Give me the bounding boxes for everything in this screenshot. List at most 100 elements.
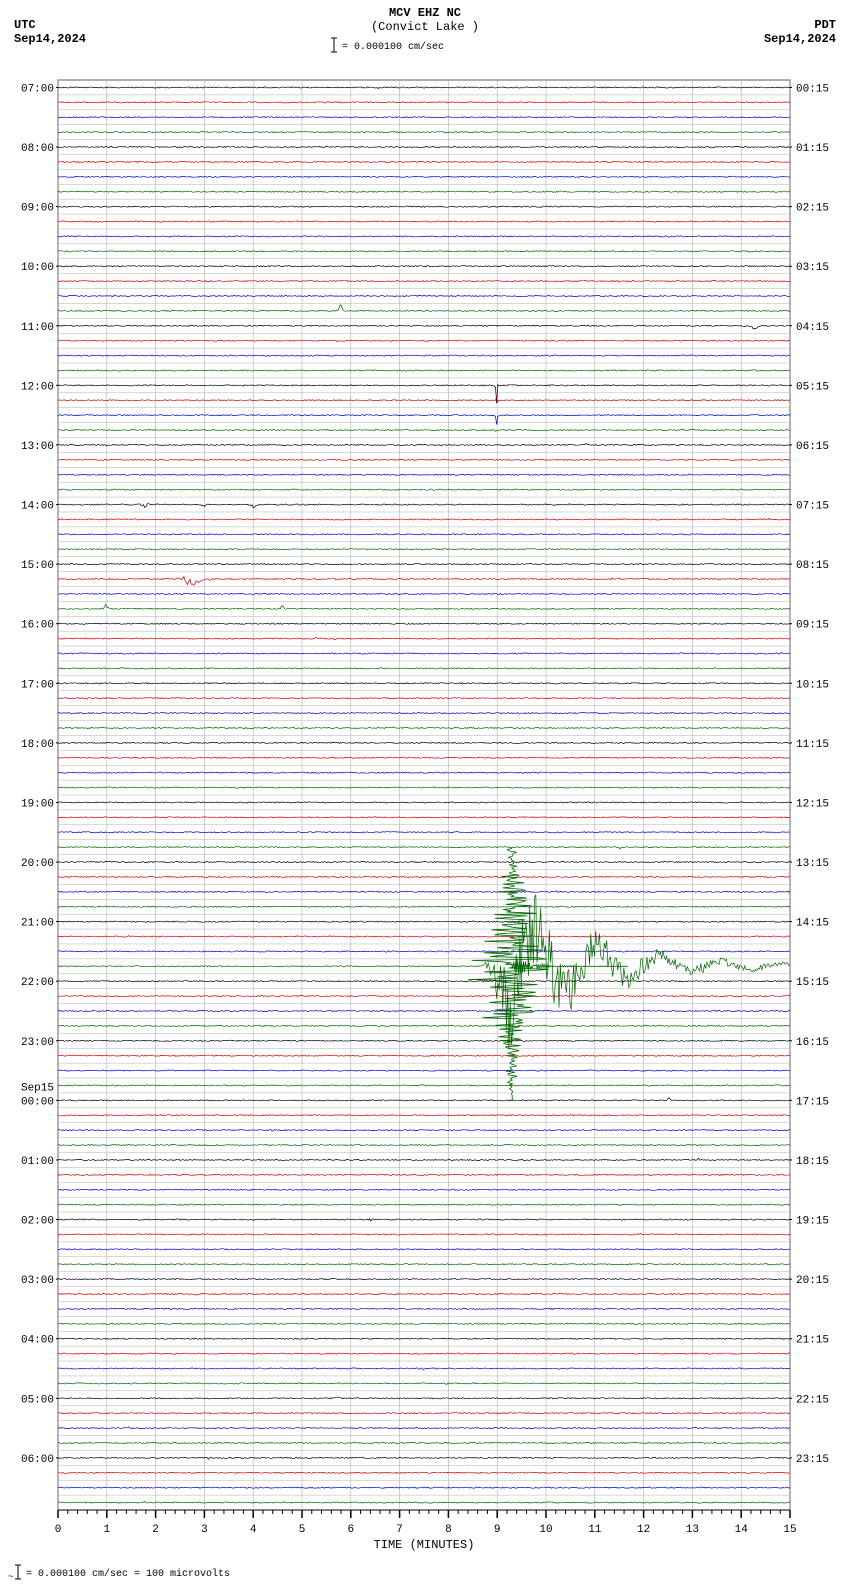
seismic-trace <box>58 861 790 862</box>
x-tick-label: 1 <box>103 1524 110 1536</box>
seismic-trace <box>58 459 790 460</box>
y-left-label: 17:00 <box>21 679 54 691</box>
x-tick-label: 6 <box>347 1524 354 1536</box>
y-left-label: 04:00 <box>21 1335 54 1347</box>
seismic-trace <box>58 1249 790 1250</box>
seismic-trace <box>58 1204 790 1205</box>
y-right-label: 07:15 <box>796 501 829 513</box>
y-left-label: 12:00 <box>21 381 54 393</box>
seismic-trace <box>58 1383 790 1385</box>
y-left-label: 01:00 <box>21 1156 54 1168</box>
seismic-trace <box>58 281 790 283</box>
seismic-trace <box>58 102 790 103</box>
y-left-label: 02:00 <box>21 1216 54 1228</box>
seismic-trace <box>58 847 790 849</box>
y-right-label: 05:15 <box>796 381 829 393</box>
y-right-label: 19:15 <box>796 1216 829 1228</box>
seismic-trace <box>58 1085 790 1086</box>
seismic-trace <box>58 146 790 147</box>
y-left-label: 08:00 <box>21 143 54 155</box>
seismic-trace <box>58 683 790 684</box>
seismic-trace <box>58 593 790 594</box>
seismic-trace <box>58 637 790 639</box>
y-left-label: 09:00 <box>21 203 54 215</box>
y-left-label: 03:00 <box>21 1275 54 1287</box>
x-tick-label: 12 <box>637 1524 650 1536</box>
y-left-label: 15:00 <box>21 560 54 572</box>
x-tick-label: 14 <box>735 1524 749 1536</box>
y-right-label: 03:15 <box>796 262 829 274</box>
seismic-trace <box>58 340 790 341</box>
seismic-trace <box>58 1472 790 1473</box>
seismic-trace <box>58 906 790 907</box>
seismic-trace <box>58 1501 790 1503</box>
seismic-trace <box>58 951 790 952</box>
seismic-trace <box>58 117 790 118</box>
seismic-trace <box>58 1040 790 1041</box>
x-axis-label: TIME (MINUTES) <box>374 1538 475 1552</box>
y-left-label: 06:00 <box>21 1454 54 1466</box>
y-right-label: 14:15 <box>796 918 829 930</box>
seismic-trace <box>58 936 790 938</box>
seismic-trace <box>58 1457 790 1459</box>
seismic-trace <box>58 1010 790 1011</box>
seismic-trace <box>58 713 790 714</box>
date-left: Sep14,2024 <box>14 32 86 46</box>
x-tick-label: 2 <box>152 1524 159 1536</box>
seismic-trace <box>58 1368 790 1370</box>
seismic-trace <box>58 132 790 133</box>
seismic-trace <box>58 1293 790 1295</box>
seismic-trace <box>58 817 790 818</box>
seismic-trace <box>58 1353 790 1354</box>
seismic-trace <box>58 1413 790 1414</box>
seismic-trace <box>58 1145 790 1146</box>
footer-scale: = 0.000100 cm/sec = 100 microvolts <box>26 1568 230 1580</box>
y-right-label: 16:15 <box>796 1037 829 1049</box>
seismic-trace <box>58 1189 790 1190</box>
seismic-trace <box>58 191 790 192</box>
y-right-label: 00:15 <box>796 83 829 95</box>
y-right-label: 13:15 <box>796 858 829 870</box>
tz-left: UTC <box>14 18 36 32</box>
y-left-label: 05:00 <box>21 1394 54 1406</box>
x-tick-label: 0 <box>55 1524 62 1536</box>
scale-text: = 0.000100 cm/sec <box>342 41 444 53</box>
seismic-trace <box>58 87 790 89</box>
y-left-label: 13:00 <box>21 441 54 453</box>
seismic-trace <box>58 397 790 402</box>
date-prefix: Sep15 <box>21 1082 54 1094</box>
y-right-label: 01:15 <box>796 143 829 155</box>
seismic-trace <box>58 576 790 585</box>
seismic-trace <box>58 1323 790 1325</box>
seismic-trace <box>58 1397 790 1399</box>
y-left-label: 19:00 <box>21 798 54 810</box>
seismogram-container: MCV EHZ NC(Convict Lake )= 0.000100 cm/s… <box>0 0 850 1584</box>
big-event-tail <box>512 960 628 975</box>
x-tick-label: 11 <box>588 1524 602 1536</box>
seismic-trace <box>58 325 790 329</box>
seismic-trace <box>58 787 790 788</box>
x-tick-label: 8 <box>445 1524 452 1536</box>
x-tick-label: 3 <box>201 1524 208 1536</box>
seismic-trace <box>58 489 790 490</box>
seismic-trace <box>58 1070 790 1071</box>
x-tick-label: 9 <box>494 1524 501 1536</box>
seismic-trace <box>58 832 790 833</box>
y-right-label: 06:15 <box>796 441 829 453</box>
seismic-trace <box>58 355 790 356</box>
date-right: Sep14,2024 <box>764 32 836 46</box>
seismic-trace <box>58 370 790 371</box>
seismic-trace <box>58 221 790 222</box>
seismic-trace <box>58 921 790 922</box>
y-left-label: 10:00 <box>21 262 54 274</box>
y-left-label: 23:00 <box>21 1037 54 1049</box>
seismic-trace <box>58 1338 790 1339</box>
seismic-trace <box>58 305 790 312</box>
y-left-label: 14:00 <box>21 501 54 513</box>
seismic-trace <box>58 251 790 252</box>
x-tick-label: 13 <box>686 1524 699 1536</box>
seismic-trace <box>58 802 790 803</box>
y-left-label: 11:00 <box>21 322 54 334</box>
seismic-trace <box>58 518 790 520</box>
seismic-trace <box>58 564 790 565</box>
